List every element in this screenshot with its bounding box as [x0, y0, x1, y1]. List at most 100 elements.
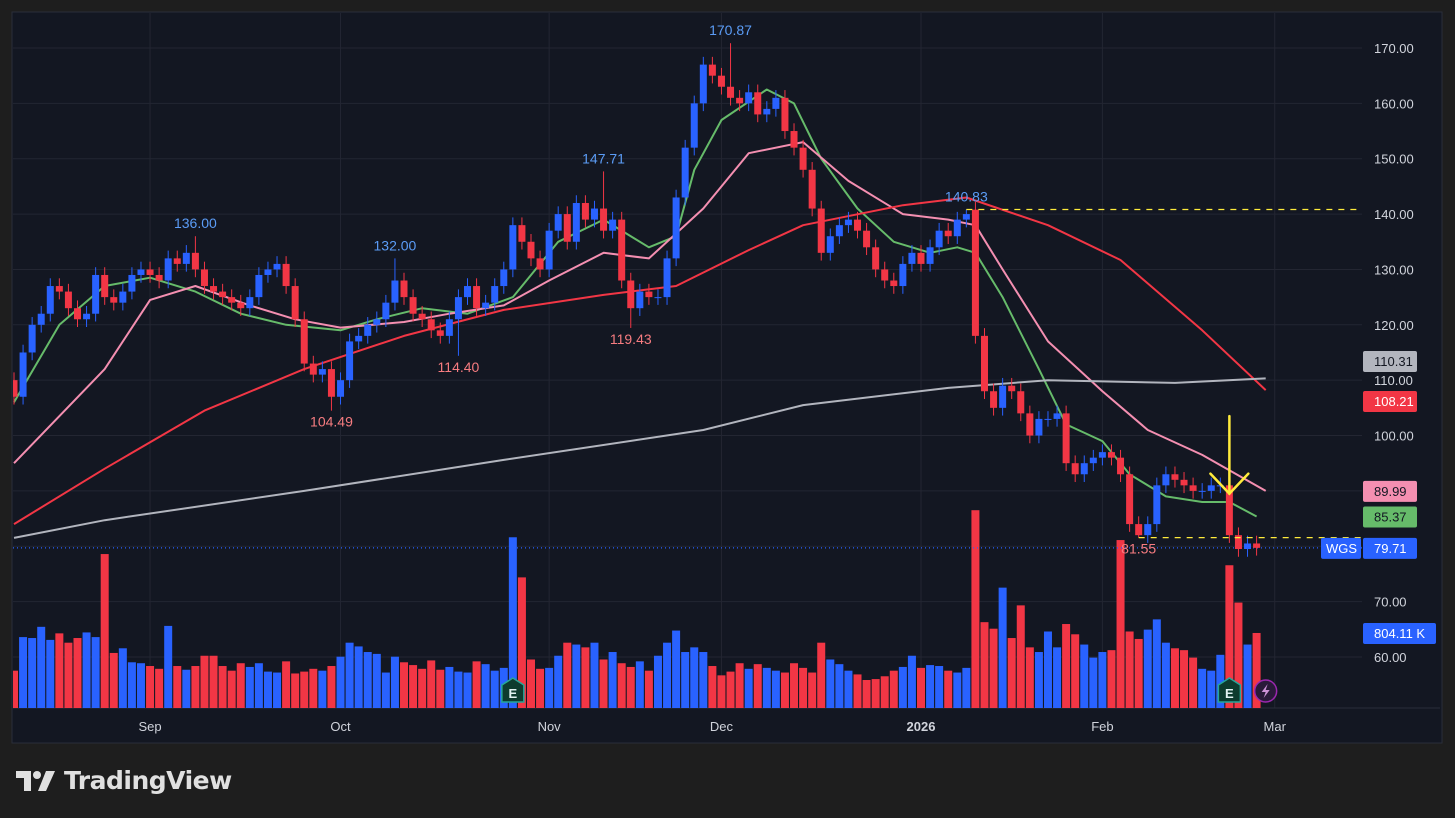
candle-body	[999, 385, 1007, 408]
candle-body	[119, 291, 127, 303]
volume-bar	[1252, 632, 1261, 708]
volume-bar	[799, 667, 808, 708]
candle-body	[500, 269, 508, 287]
volume-bar	[1071, 634, 1080, 708]
candle-body	[137, 269, 145, 275]
candle-body	[971, 209, 979, 336]
volume-bar	[626, 666, 635, 708]
candle-body	[1008, 385, 1016, 392]
candle-body	[391, 280, 399, 303]
candle-body	[590, 208, 598, 220]
candle	[1035, 411, 1043, 444]
candle-body	[980, 335, 988, 392]
candle-body	[200, 269, 208, 287]
volume-bar	[898, 666, 907, 708]
candle	[55, 278, 63, 300]
volume-bar	[309, 668, 318, 708]
volume-bar	[871, 679, 880, 708]
volume-bar	[1198, 668, 1207, 708]
candle-body	[1017, 391, 1025, 414]
moving-average-line	[13, 88, 1258, 518]
volume-bar	[926, 665, 935, 708]
candle	[717, 67, 725, 95]
candle-body	[83, 313, 91, 320]
candle	[935, 222, 943, 256]
candle-body	[273, 263, 281, 270]
candle-body	[400, 280, 408, 298]
volume-bars	[13, 510, 1261, 708]
earnings-marker-icon[interactable]: E	[501, 677, 525, 703]
volume-bar	[127, 662, 136, 708]
price-axis-tick-label: 130.00	[1374, 262, 1414, 277]
candle-body	[1253, 543, 1261, 548]
candle	[1053, 405, 1061, 427]
last-volume-badge: 804.11 K	[1363, 622, 1436, 644]
last-price-badge-bg	[1363, 537, 1417, 559]
symbol-badge: WGS	[1321, 537, 1361, 559]
candle	[491, 278, 499, 311]
candle-body	[164, 258, 172, 281]
moving-average-line	[13, 196, 1267, 525]
volume-bar	[635, 661, 644, 708]
volume-bar	[463, 672, 472, 708]
brand-name: TradingView	[64, 766, 232, 795]
price-axis-tick-label: 110.00	[1374, 373, 1413, 388]
candle-body	[990, 391, 998, 408]
candle-body	[890, 280, 898, 287]
earnings-marker-icon[interactable]: E	[1217, 677, 1242, 703]
volume-bar	[1034, 652, 1043, 708]
candle	[536, 250, 544, 278]
candle-body	[64, 291, 72, 309]
candle	[1253, 535, 1261, 556]
candle	[137, 261, 145, 283]
candle	[609, 211, 617, 239]
candle-body	[554, 214, 562, 231]
candle	[28, 317, 36, 361]
candle	[418, 305, 426, 328]
last-volume-badge-bg	[1363, 622, 1436, 644]
candle	[518, 217, 526, 250]
volume-bar	[962, 667, 971, 708]
candle	[1198, 483, 1206, 499]
candle	[246, 289, 254, 316]
candle-body	[101, 274, 109, 298]
volume-bar	[1234, 602, 1243, 708]
candle	[1071, 455, 1079, 483]
candle-body	[899, 263, 907, 287]
candle	[745, 84, 753, 112]
candle-body	[373, 319, 381, 325]
time-axis-label: Dec	[710, 719, 734, 734]
candle-body	[1225, 485, 1233, 536]
volume-bar	[182, 669, 191, 708]
lightning-marker-icon[interactable]	[1253, 679, 1278, 703]
price-axis-tick-label: 150.00	[1374, 152, 1414, 167]
candle-body	[427, 319, 435, 331]
high-price-label: 147.71	[582, 150, 625, 166]
chart-panel	[11, 11, 1443, 744]
volume-bar	[200, 655, 209, 708]
volume-bar	[327, 666, 336, 708]
candle-body	[1071, 463, 1079, 475]
candle-body	[799, 147, 807, 170]
volume-bar	[1189, 657, 1198, 708]
candle-body	[1044, 418, 1052, 420]
candle	[191, 236, 199, 278]
candle-body	[781, 97, 789, 132]
volume-bar	[808, 672, 817, 708]
candle	[690, 95, 698, 156]
candle	[110, 289, 118, 311]
candle-body	[600, 208, 608, 231]
earnings-marker-label: E	[1225, 686, 1234, 701]
volume-bar	[1116, 540, 1125, 708]
price-axis-tick-label: 60.00	[1374, 650, 1407, 665]
volume-bar	[37, 626, 46, 708]
candle-body	[826, 236, 834, 253]
candle	[83, 305, 91, 328]
volume-bar	[155, 668, 164, 708]
volume-bar	[998, 587, 1007, 708]
candle	[990, 383, 998, 416]
candle	[13, 372, 18, 405]
volume-bar	[1043, 631, 1052, 708]
ma-50-badge-text: 108.21	[1374, 394, 1414, 409]
